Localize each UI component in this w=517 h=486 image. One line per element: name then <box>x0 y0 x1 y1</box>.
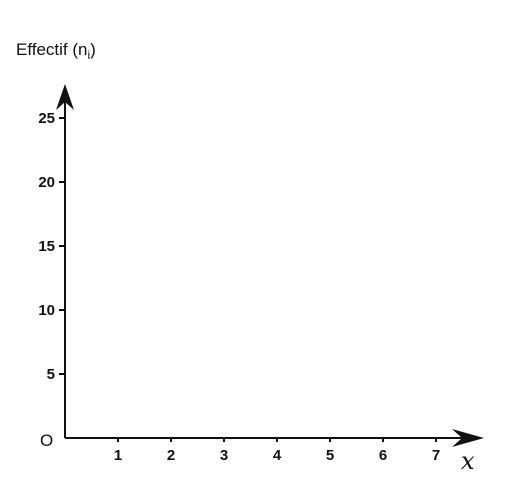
y-tick-label-15: 15 <box>38 238 55 255</box>
y-axis-label: Effectif (ni) <box>16 40 96 62</box>
x-tick-label-2: 2 <box>167 447 175 464</box>
y-tick-label-5: 5 <box>47 366 55 383</box>
y-ticks: 5 10 15 20 25 <box>38 110 65 383</box>
x-tick-label-3: 3 <box>220 447 228 464</box>
x-tick-label-4: 4 <box>273 447 282 464</box>
origin-label: O <box>40 431 53 450</box>
x-ticks: 1 2 3 4 5 6 7 <box>114 438 440 464</box>
x-axis-arrowhead <box>452 429 484 447</box>
y-axis-arrowhead <box>56 84 74 110</box>
x-axis-label: x <box>461 447 475 475</box>
x-tick-label-7: 7 <box>432 447 440 464</box>
y-tick-label-20: 20 <box>38 174 55 191</box>
y-axis-label-main: Effectif (n <box>16 40 88 59</box>
y-axis-label-close: ) <box>90 40 96 59</box>
y-axis-label-subscript: i <box>88 48 91 62</box>
x-axis: 1 2 3 4 5 6 7 <box>65 429 484 464</box>
y-tick-label-10: 10 <box>38 302 55 319</box>
x-tick-label-5: 5 <box>326 447 334 464</box>
x-tick-label-6: 6 <box>379 447 387 464</box>
x-tick-label-1: 1 <box>114 447 122 464</box>
y-axis: 5 10 15 20 25 <box>38 84 74 438</box>
y-tick-label-25: 25 <box>38 110 55 127</box>
